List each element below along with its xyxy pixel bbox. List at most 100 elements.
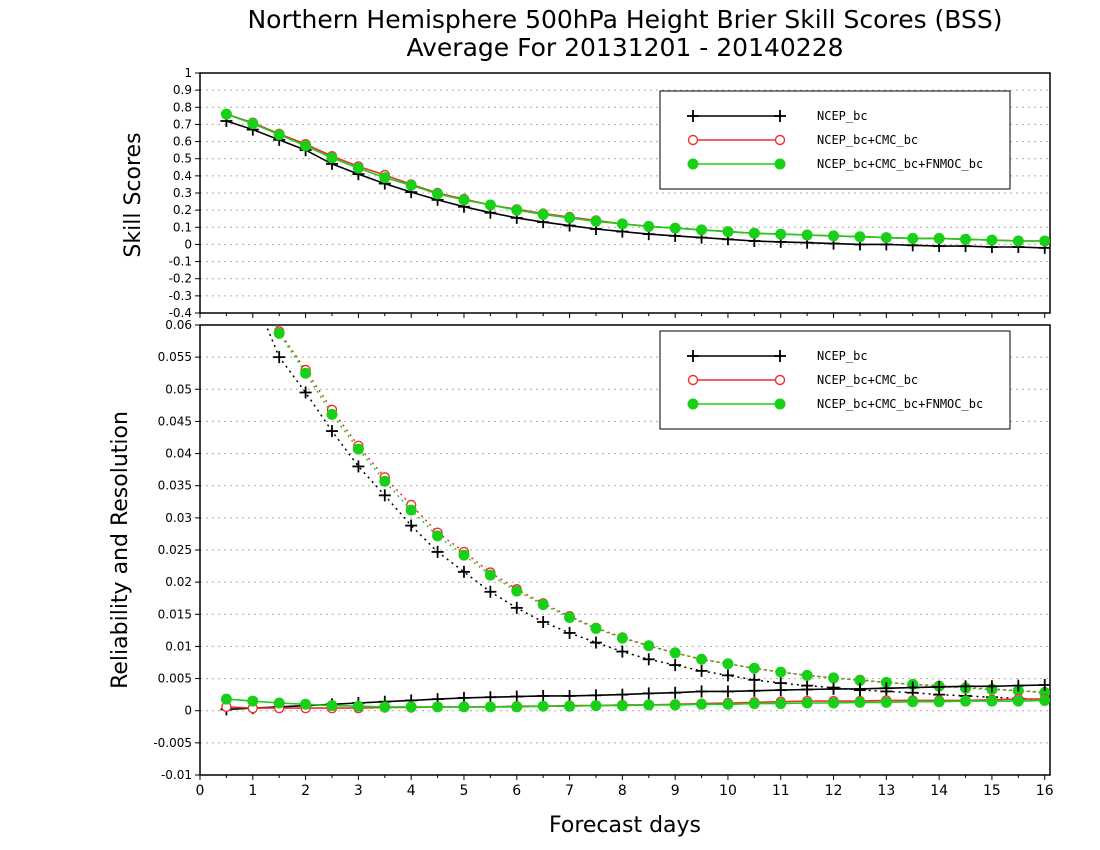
bottom-point-ncep-bc-cmc-bc-fnmoc-bc-reliability [748,698,760,710]
top-legend-label: NCEP_bc [817,109,868,123]
bottom-point-ncep-bc-reliability [642,687,655,700]
top-y-tick-label: 0.8 [173,100,192,114]
bottom-point-ncep-bc-cmc-bc-fnmoc-bc-reliability [326,700,338,712]
bottom-point-ncep-bc-resolution [247,287,259,299]
top-point-ncep-bc-cmc-bc-fnmoc-bc [748,227,760,239]
bottom-point-ncep-bc-cmc-bc-fnmoc-bc-resolution [828,672,840,684]
bottom-point-ncep-bc-cmc-bc-fnmoc-bc-reliability [775,698,787,710]
bottom-point-ncep-bc-cmc-bc-fnmoc-bc-reliability [300,698,312,710]
bottom-point-ncep-bc-reliability [985,680,998,693]
bottom-point-ncep-bc-resolution [537,616,550,628]
bottom-point-ncep-bc-cmc-bc-fnmoc-bc-reliability [880,696,892,708]
bottom-y-tick-label: 0.025 [158,543,192,557]
top-point-ncep-bc-cmc-bc-fnmoc-bc [247,118,259,130]
bottom-point-ncep-bc-reliability [774,684,787,697]
bottom-x-tick-label: 14 [930,783,948,799]
bottom-point-ncep-bc-cmc-bc-fnmoc-bc-resolution [722,658,734,670]
bottom-x-tick-label: 10 [719,783,737,799]
bottom-x-tick-label: 12 [825,783,843,799]
bottom-point-ncep-bc-reliability [933,680,946,693]
bottom-y-tick-label: 0 [184,704,192,718]
top-point-ncep-bc-cmc-bc-fnmoc-bc [458,194,470,206]
bottom-point-ncep-bc-reliability [537,689,550,702]
bottom-x-tick-label: 7 [565,783,574,799]
top-legend-label: NCEP_bc+CMC_bc+FNMOC_bc [817,157,983,171]
bottom-point-ncep-bc-cmc-bc-fnmoc-bc-resolution [511,585,523,597]
bottom-point-ncep-bc-reliability [827,682,840,695]
bottom-point-ncep-bc-cmc-bc-fnmoc-bc-reliability [537,700,549,712]
bottom-point-ncep-bc-cmc-bc-fnmoc-bc-resolution [379,475,391,487]
bottom-point-ncep-bc-resolution [721,669,734,682]
bottom-point-ncep-bc-cmc-bc-fnmoc-bc-resolution [590,622,602,634]
bottom-point-ncep-bc-resolution [510,601,523,614]
bottom-y-tick-label: -0.005 [153,736,192,750]
top-panel: -0.4 -0.3 -0.2 -0.1 0 0.1 0.2 0.3 0.4 0.5 0.6 0.7 0.… [169,66,1051,320]
bottom-point-ncep-bc-cmc-bc-fnmoc-bc-reliability [960,695,972,707]
top-point-ncep-bc-cmc-bc-fnmoc-bc [696,224,708,236]
top-point-ncep-bc-cmc-bc-fnmoc-bc [616,218,628,230]
bottom-point-ncep-bc-cmc-bc-fnmoc-bc-resolution [748,662,760,674]
bottom-x-tick-label: 2 [301,783,310,799]
top-point-ncep-bc-cmc-bc-fnmoc-bc [590,215,602,227]
bottom-point-ncep-bc-cmc-bc-fnmoc-bc-reliability [669,699,681,711]
bottom-point-ncep-bc-cmc-bc-fnmoc-bc-resolution [352,443,364,455]
top-y-tick-label: 1 [184,66,192,80]
bottom-point-ncep-bc-resolution [484,585,497,598]
bottom-point-ncep-bc-reliability [801,683,814,696]
top-legend-marker [687,158,699,170]
bottom-y-tick-label: 0.04 [165,447,192,461]
bottom-point-ncep-bc-cmc-bc-fnmoc-bc-resolution [458,549,470,561]
top-point-ncep-bc-cmc-bc-fnmoc-bc [300,140,312,152]
bottom-point-ncep-bc-resolution [457,565,470,578]
top-y-tick-label: 0.1 [173,220,192,234]
top-point-ncep-bc-cmc-bc-fnmoc-bc [828,230,840,242]
bottom-x-tick-label: 16 [1036,783,1054,799]
top-y-tick-label: -0.3 [169,289,192,303]
bottom-series-line-ncep-bc-resolution [265,325,1045,701]
top-point-ncep-bc-cmc-bc-fnmoc-bc [854,231,866,243]
top-y-tick-label: 0.2 [173,203,192,217]
top-point-ncep-bc-cmc-bc-fnmoc-bc [564,212,576,224]
bottom-point-ncep-bc-reliability [721,685,734,698]
bottom-y-tick-label: 0.035 [158,479,192,493]
bottom-x-tick-label: 11 [772,783,790,799]
bottom-point-ncep-bc-cmc-bc-fnmoc-bc-resolution [643,640,655,652]
bottom-point-ncep-bc-cmc-bc-fnmoc-bc-reliability [933,696,945,708]
bottom-point-ncep-bc-cmc-bc-fnmoc-bc-resolution [775,666,787,678]
bottom-legend-marker [774,350,786,362]
top-point-ncep-bc-cmc-bc-fnmoc-bc [220,108,232,120]
bottom-x-tick-label: 6 [512,783,521,799]
bottom-point-ncep-bc-reliability [1038,679,1050,691]
bottom-point-ncep-bc-cmc-bc-fnmoc-bc-resolution [221,211,231,221]
bottom-point-ncep-bc-cmc-bc-fnmoc-bc-reliability [1039,694,1050,706]
top-y-tick-label: -0.2 [169,272,192,286]
bottom-point-ncep-bc-reliability [510,690,523,703]
bottom-legend-marker [687,374,699,386]
bottom-point-ncep-bc-resolution [299,386,312,399]
top-point-ncep-bc-cmc-bc-fnmoc-bc [669,222,681,234]
top-point-ncep-bc-cmc-bc-fnmoc-bc [880,232,892,244]
bottom-point-ncep-bc-cmc-bc-fnmoc-bc-reliability [458,701,470,713]
bottom-point-ncep-bc-cmc-bc-fnmoc-bc-reliability [616,700,628,712]
top-y-tick-label: 0.6 [173,135,192,149]
bottom-x-tick-label: 1 [248,783,257,799]
bottom-point-ncep-bc-resolution [220,223,232,235]
bottom-point-ncep-bc-resolution [642,653,655,666]
bottom-point-ncep-bc-reliability [484,691,497,704]
bottom-y-tick-label: 0.06 [165,318,192,332]
bottom-x-tick-label: 5 [460,783,469,799]
top-point-ncep-bc-cmc-bc-fnmoc-bc [432,188,444,200]
bottom-y-tick-label: 0.02 [165,575,192,589]
bottom-point-ncep-bc-reliability [880,682,893,695]
bottom-point-ncep-bc-cmc-bc-fnmoc-bc-reliability [511,701,523,713]
bottom-point-ncep-bc-cmc-bc-resolution [248,263,257,272]
bottom-y-tick-label: 0.045 [158,414,192,428]
bottom-point-ncep-bc-cmc-bc-fnmoc-bc-resolution [273,327,285,339]
bottom-point-ncep-bc-cmc-bc-fnmoc-bc-reliability [801,697,813,709]
top-legend-marker [774,110,786,122]
bottom-point-ncep-bc-cmc-bc-fnmoc-bc-reliability [220,693,232,705]
bottom-point-ncep-bc-reliability [616,688,629,701]
bottom-panel: -0.01 -0.005 0 0.005 0.01 0.015 0.02 0.025 0.03 0… [153,211,1054,799]
top-y-tick-label: -0.4 [169,306,192,320]
